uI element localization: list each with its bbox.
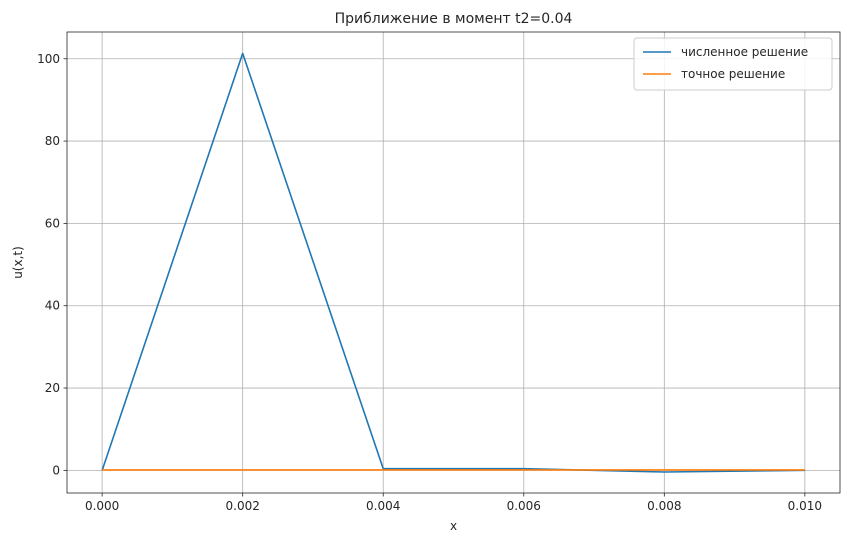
y-axis-ticks: 0 20 40 60 80 100 bbox=[37, 52, 67, 477]
y-tick-label: 100 bbox=[37, 52, 60, 66]
x-tick-label: 0.002 bbox=[226, 499, 260, 513]
x-axis-label: x bbox=[450, 519, 457, 533]
y-tick-label: 0 bbox=[52, 463, 60, 477]
y-tick-label: 20 bbox=[45, 381, 60, 395]
plot-frame bbox=[66, 31, 841, 494]
y-tick-label: 80 bbox=[45, 134, 60, 148]
x-tick-label: 0.000 bbox=[85, 499, 119, 513]
y-axis-label: u(x,t) bbox=[11, 246, 25, 279]
x-tick-label: 0.010 bbox=[788, 499, 822, 513]
legend: численное решение точное решение bbox=[633, 37, 833, 91]
y-tick-label: 40 bbox=[45, 299, 60, 313]
x-tick-label: 0.008 bbox=[647, 499, 681, 513]
x-axis-ticks: 0.000 0.002 0.004 0.006 0.008 0.010 bbox=[85, 493, 822, 513]
x-tick-label: 0.006 bbox=[507, 499, 541, 513]
series-line-1 bbox=[101, 52, 805, 473]
series-layer bbox=[101, 52, 805, 473]
legend-label-2: точное решение bbox=[681, 67, 785, 81]
y-tick-label: 60 bbox=[45, 216, 60, 230]
legend-label-1: численное решение bbox=[681, 45, 808, 59]
chart-title: Приближение в момент t2=0.04 bbox=[335, 11, 573, 27]
legend-box bbox=[633, 37, 833, 91]
x-tick-label: 0.004 bbox=[366, 499, 400, 513]
